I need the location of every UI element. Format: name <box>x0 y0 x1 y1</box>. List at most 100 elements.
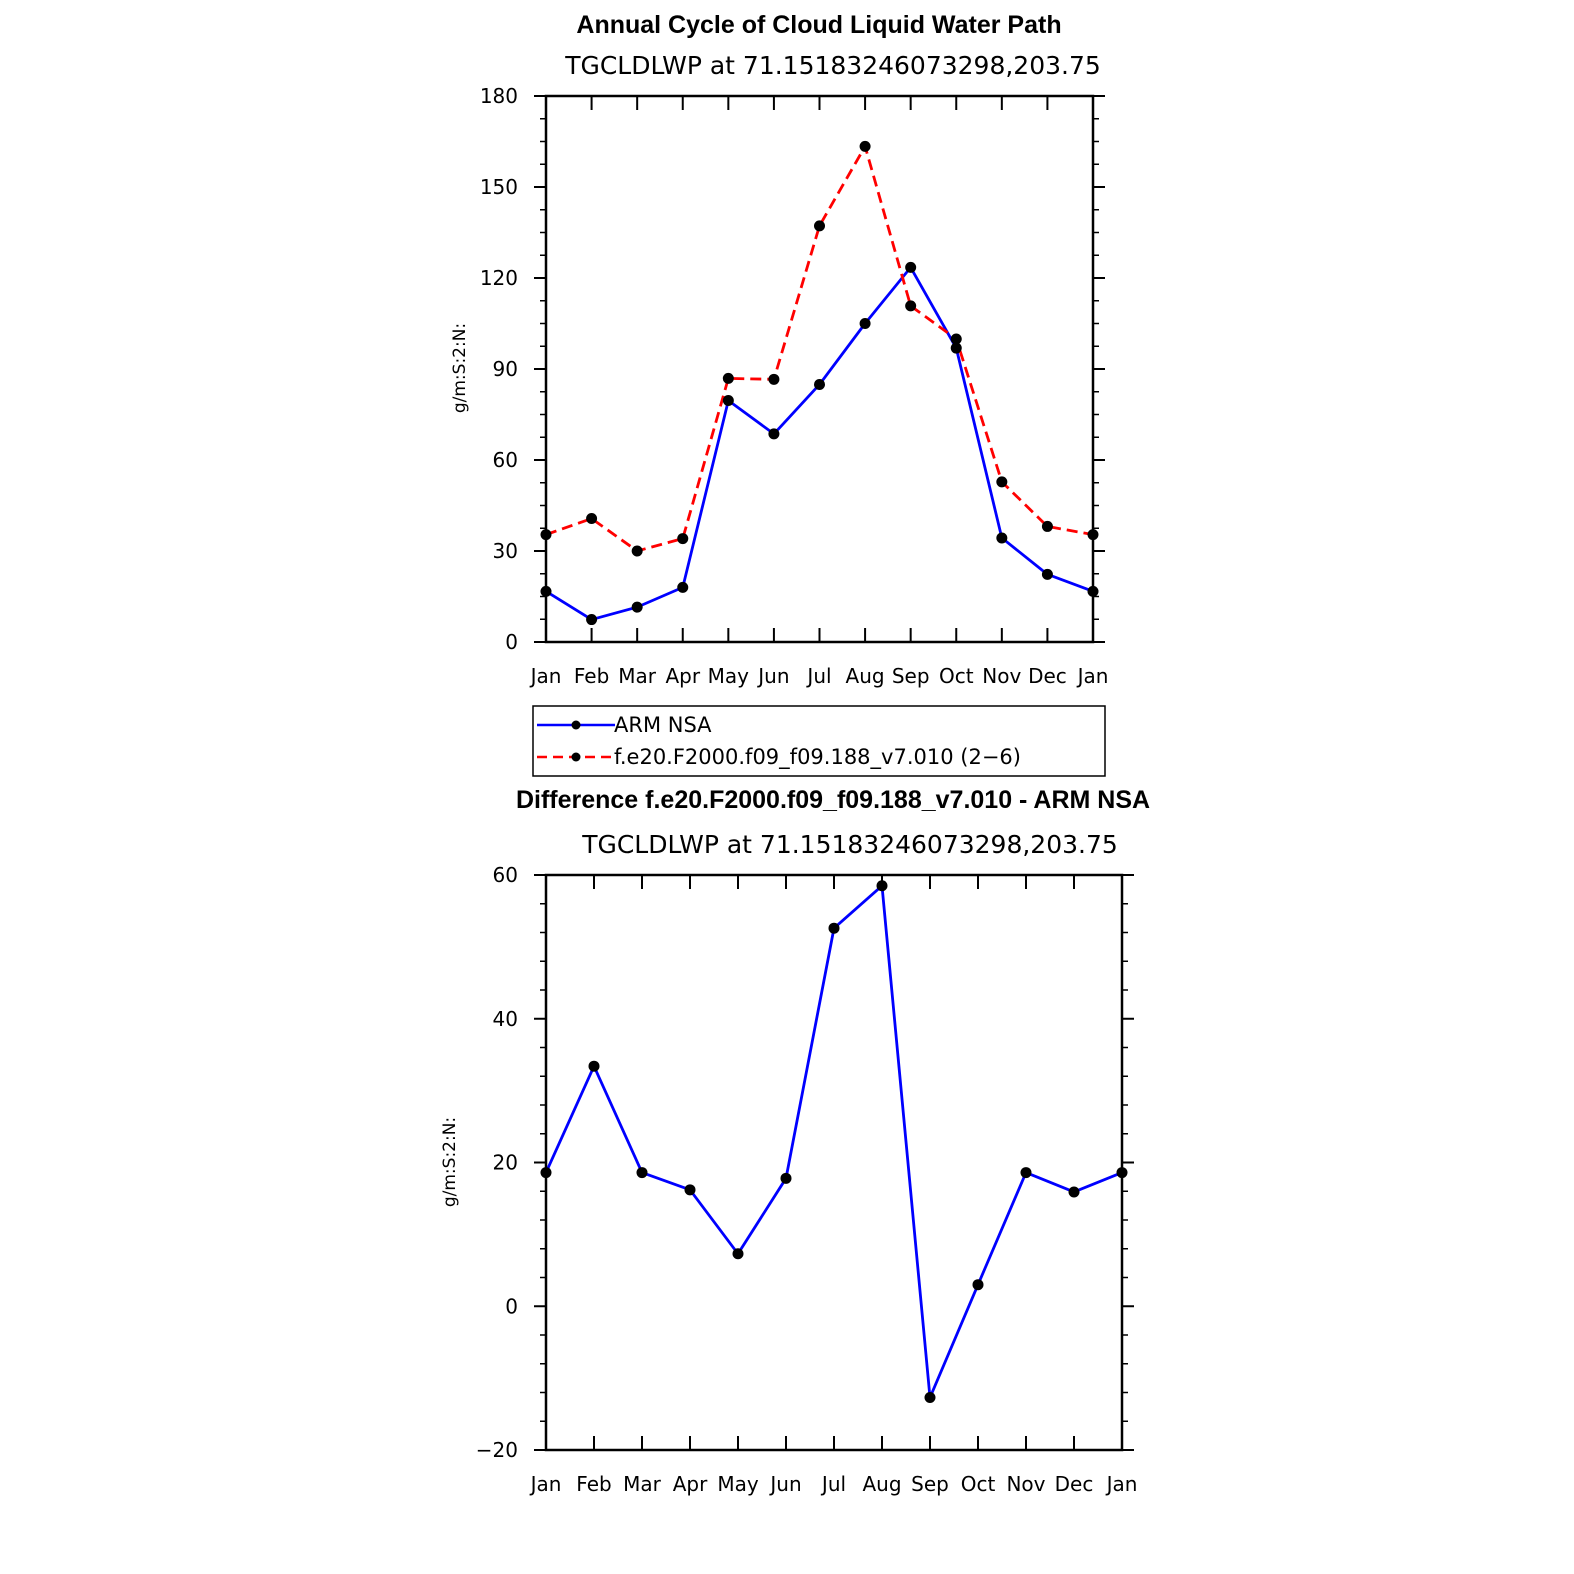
data-point <box>1116 1167 1128 1179</box>
y-tick-label: −20 <box>476 1438 518 1462</box>
data-point <box>586 614 598 626</box>
x-tick-label: Jun <box>768 1472 801 1496</box>
data-point <box>924 1392 936 1404</box>
x-tick-label: Jul <box>820 1472 846 1496</box>
x-tick-label: Oct <box>939 664 974 688</box>
data-point <box>780 1172 792 1184</box>
data-point <box>905 261 917 273</box>
x-tick-label: Apr <box>665 664 700 688</box>
x-tick-label: Jan <box>529 1472 562 1496</box>
plot-frame <box>544 94 1095 644</box>
y-tick-label: 180 <box>480 84 518 108</box>
data-point <box>1020 1167 1032 1179</box>
x-tick-label: Feb <box>574 664 609 688</box>
data-point <box>684 1184 696 1196</box>
y-tick-label: 30 <box>493 539 518 563</box>
x-tick-label: Jan <box>1076 664 1109 688</box>
y-tick-label: 0 <box>505 1294 518 1318</box>
y-tick-label: 60 <box>493 863 518 887</box>
bottom-chart-title: Difference f.e20.F2000.f09_f09.188_v7.01… <box>516 786 1150 814</box>
data-point <box>586 513 598 525</box>
data-point <box>1041 568 1053 580</box>
x-tick-label: Jun <box>756 664 789 688</box>
x-tick-label: Aug <box>862 1472 901 1496</box>
data-point <box>1068 1186 1080 1198</box>
x-tick-label: Mar <box>618 664 657 688</box>
x-tick-label: Jul <box>805 664 831 688</box>
legend-model-label: f.e20.F2000.f09_f09.188_v7.010 (2−6) <box>614 745 1021 770</box>
top-chart-series <box>540 140 1099 626</box>
data-point <box>768 373 780 385</box>
data-point <box>1041 520 1053 532</box>
data-point <box>859 318 871 329</box>
top-chart: Annual Cycle of Cloud Liquid Water Path … <box>450 11 1109 777</box>
data-point <box>540 1167 552 1179</box>
data-point <box>876 880 888 892</box>
data-point <box>540 585 552 597</box>
y-tick-label: 60 <box>493 448 518 472</box>
x-tick-label: Apr <box>673 1472 708 1496</box>
y-tick-label: 20 <box>493 1151 518 1175</box>
x-tick-label: May <box>717 1472 759 1496</box>
data-point <box>905 300 917 312</box>
data-point <box>996 532 1008 544</box>
data-point <box>540 529 552 541</box>
data-point <box>677 533 689 545</box>
data-point <box>950 333 962 345</box>
data-point <box>996 476 1008 488</box>
data-point <box>1087 529 1099 541</box>
x-tick-label: May <box>708 664 750 688</box>
series-line <box>545 265 1094 621</box>
legend-box <box>532 705 1106 777</box>
legend-arm-label: ARM NSA <box>614 713 712 737</box>
x-tick-label: Jan <box>1105 1472 1138 1496</box>
top-chart-ylabel: g/m:S:2:N: <box>450 323 470 413</box>
data-point <box>1087 585 1099 597</box>
data-point <box>814 378 825 390</box>
bottom-chart: Difference f.e20.F2000.f09_f09.188_v7.01… <box>440 786 1150 1496</box>
x-tick-label: Sep <box>892 664 930 688</box>
data-point <box>768 428 780 440</box>
x-tick-label: Sep <box>911 1472 949 1496</box>
top-chart-axes: Jan Feb Mar Apr May Jun Jul Aug Sep Oct Nov Dec Jan 0… <box>480 84 1109 688</box>
data-point <box>631 545 643 557</box>
data-point <box>636 1167 648 1179</box>
data-point <box>631 601 643 613</box>
x-tick-label: Nov <box>982 664 1021 688</box>
x-tick-label: Jan <box>529 664 562 688</box>
x-tick-label: Mar <box>623 1472 662 1496</box>
y-tick-label: 40 <box>493 1007 518 1031</box>
x-tick-label: Oct <box>961 1472 996 1496</box>
plot-frame <box>544 873 1124 1452</box>
x-tick-label: Dec <box>1028 664 1067 688</box>
data-point <box>677 581 689 593</box>
y-tick-label: 120 <box>480 266 518 290</box>
data-point <box>814 220 825 232</box>
bottom-chart-axes: Jan Feb Mar Apr May Jun Jul Aug Sep Oct Nov Dec Jan−… <box>476 863 1138 1496</box>
y-tick-label: 90 <box>493 357 518 381</box>
x-tick-label: Nov <box>1006 1472 1045 1496</box>
data-point <box>722 395 734 407</box>
series-line <box>544 884 1123 1399</box>
x-tick-label: Dec <box>1055 1472 1094 1496</box>
bottom-chart-subtitle: TGCLDLWP at 71.15183246073298,203.75 <box>581 830 1118 859</box>
y-tick-label: 150 <box>480 175 518 199</box>
y-tick-label: 0 <box>505 630 518 654</box>
top-chart-title: Annual Cycle of Cloud Liquid Water Path <box>576 11 1061 39</box>
x-tick-label: Feb <box>576 1472 611 1496</box>
data-point <box>732 1248 744 1260</box>
data-point <box>722 372 734 384</box>
x-tick-label: Aug <box>846 664 885 688</box>
data-point <box>950 342 962 354</box>
data-point <box>828 922 840 934</box>
top-chart-subtitle: TGCLDLWP at 71.15183246073298,203.75 <box>564 51 1101 80</box>
data-point <box>972 1279 984 1291</box>
legend-model-marker <box>571 752 581 762</box>
series-line <box>545 144 1094 553</box>
bottom-chart-ylabel: g/m:S:2:N: <box>440 1117 460 1207</box>
legend: ARM NSA f.e20.F2000.f09_f09.188_v7.010 (… <box>532 705 1106 777</box>
legend-arm-marker <box>571 720 581 730</box>
data-point <box>588 1060 600 1072</box>
data-point <box>859 140 871 152</box>
